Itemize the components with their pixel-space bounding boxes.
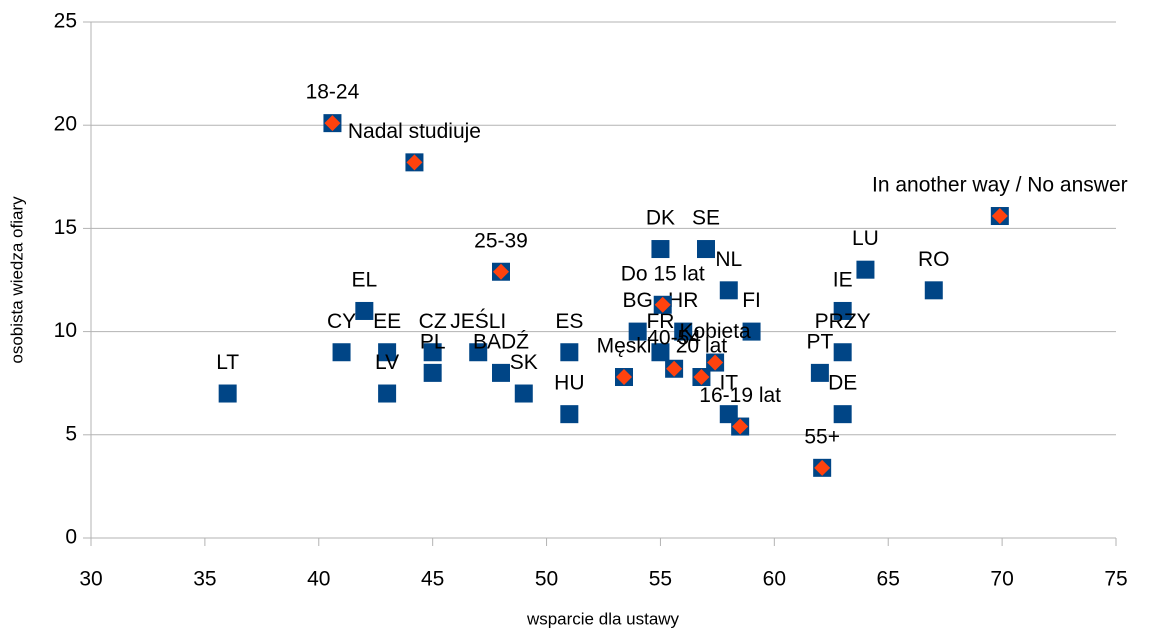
point-square: [674, 322, 693, 341]
point-square: [924, 281, 943, 300]
data-label: HR: [668, 289, 698, 312]
point-square: [833, 301, 852, 320]
point-square: [833, 405, 852, 424]
point-diamond: [654, 296, 671, 313]
data-label: Męski: [597, 335, 652, 358]
data-label: BG: [622, 289, 652, 312]
data-label: JEŚLI: [450, 309, 506, 333]
point-square: [856, 260, 875, 279]
data-label: NL: [715, 248, 742, 271]
data-label: LV: [375, 351, 399, 374]
data-label: 25-39: [474, 229, 528, 252]
data-label: CY: [327, 310, 356, 333]
point-diamond: [693, 369, 710, 386]
x-tick-label: 50: [535, 568, 558, 591]
data-label: IE: [833, 269, 853, 292]
data-label: 40-54: [647, 326, 701, 349]
point-diamond: [493, 263, 509, 280]
data-label: Kobieta: [679, 320, 751, 343]
x-tick-label: 30: [79, 568, 102, 591]
point-diamond: [814, 459, 831, 476]
x-tick-label: 35: [193, 568, 216, 591]
data-label: PRZY: [815, 310, 871, 333]
x-tick-label: 40: [307, 568, 330, 591]
point-square: [697, 240, 715, 259]
point-square: [218, 384, 237, 403]
point-diamond: [732, 418, 749, 435]
data-label: Nadal studiuje: [348, 120, 481, 143]
data-label: 16-19 lat: [699, 384, 781, 407]
data-label: 55+: [804, 425, 840, 448]
data-label: RO: [918, 248, 950, 271]
point-square: [651, 240, 670, 259]
x-tick-label: 55: [649, 568, 672, 591]
y-tick-label: 0: [65, 526, 77, 549]
data-label: 18-24: [306, 81, 360, 104]
point-square: [833, 343, 852, 362]
point-square: [423, 363, 442, 382]
data-label: FI: [742, 289, 761, 312]
data-label: IT: [719, 372, 738, 395]
x-tick-label: 45: [421, 568, 444, 591]
point-diamond: [406, 154, 423, 171]
data-label: LT: [216, 351, 239, 374]
x-tick-label: 75: [1104, 568, 1127, 591]
data-label: DK: [646, 207, 675, 230]
point-diamond: [324, 115, 341, 132]
point-square: [810, 363, 829, 382]
point-square: [423, 343, 442, 362]
point-square: [514, 384, 533, 403]
x-axis-title: wsparcie dla ustawy: [526, 609, 680, 628]
point-square: [355, 301, 374, 320]
data-label: SK: [510, 351, 538, 374]
point-square: [628, 322, 647, 341]
point-square: [378, 384, 397, 403]
x-tick-label: 60: [763, 568, 786, 591]
data-label: DE: [828, 372, 857, 395]
point-square: [560, 405, 579, 424]
data-label: FR: [646, 310, 674, 333]
point-square: [560, 343, 579, 362]
y-axis-title: osobista wiedza ofiary: [7, 196, 26, 364]
data-label: EL: [351, 269, 377, 292]
point-diamond: [616, 369, 632, 386]
x-tick-label: 65: [877, 568, 900, 591]
data-label: HU: [554, 372, 584, 395]
point-diamond: [666, 360, 683, 377]
data-label: LU: [852, 227, 879, 250]
x-tick-label: 70: [990, 568, 1013, 591]
data-label: In another way / No answer: [872, 174, 1128, 197]
data-label: BADŹ: [473, 330, 529, 353]
data-label: ES: [555, 310, 583, 333]
point-square: [332, 343, 351, 362]
point-square: [492, 363, 510, 382]
point-square: [742, 322, 761, 341]
point-square: [719, 281, 738, 300]
point-square: [378, 343, 397, 362]
point-diamond: [707, 354, 724, 371]
data-label: PT: [806, 330, 833, 353]
data-label: EE: [373, 310, 401, 333]
data-label: CZ: [419, 310, 447, 333]
y-tick-label: 10: [54, 319, 77, 342]
y-tick-label: 5: [65, 422, 77, 445]
point-square: [651, 343, 670, 362]
data-label: SE: [692, 207, 720, 230]
point-square: [469, 343, 488, 362]
data-label: 20 lat: [676, 335, 728, 358]
point-diamond: [991, 208, 1008, 225]
y-tick-label: 25: [54, 10, 77, 33]
y-tick-label: 20: [54, 113, 77, 136]
y-tick-label: 15: [54, 216, 77, 239]
data-label: PL: [420, 330, 446, 353]
data-label: Do 15 lat: [621, 262, 705, 285]
